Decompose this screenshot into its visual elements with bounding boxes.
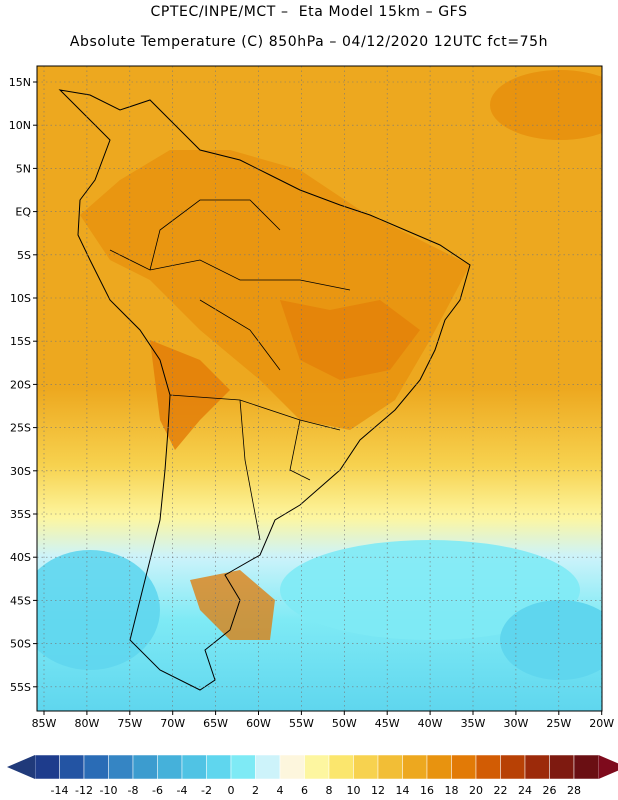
chart-title-line1: CPTEC/INPE/MCT – Eta Model 15km – GFS — [150, 4, 468, 20]
colorbar-label: -4 — [177, 784, 188, 797]
colorbar-label: -8 — [128, 784, 139, 797]
colorbar-label: -14 — [51, 784, 69, 797]
colorbar-label: 20 — [469, 784, 483, 797]
lon-label: 35W — [461, 717, 486, 730]
latitude-labels: 15N 10N 5N EQ 5S 10S 15S 20S 25S 30S 35S 40S 45S 50S 5… — [9, 76, 37, 694]
colorbar-label: 2 — [252, 784, 259, 797]
temperature-map: 15N 10N 5N EQ 5S 10S 15S 20S 25S 30S 35S 40S 45S 50S 5… — [9, 65, 614, 730]
colorbar-label: 12 — [371, 784, 385, 797]
colorbar-label: 4 — [277, 784, 284, 797]
patagonia-warm-area — [190, 570, 275, 640]
colorbar-label: -2 — [201, 784, 212, 797]
temperature-field — [37, 66, 602, 711]
lat-label: 25S — [10, 422, 31, 435]
lon-label: 45W — [375, 717, 400, 730]
map-frame — [36, 65, 603, 712]
colorbar-box — [402, 754, 428, 780]
lat-label: 10S — [10, 292, 31, 305]
colorbar-box — [377, 754, 403, 780]
colorbar-box — [426, 754, 452, 780]
lon-label: 50W — [332, 717, 357, 730]
lon-label: 65W — [203, 717, 228, 730]
lon-label: 55W — [289, 717, 314, 730]
lat-label: 35S — [10, 508, 31, 521]
colorbar-label: 0 — [228, 784, 235, 797]
lat-label: 45S — [10, 594, 31, 607]
colorbar-box — [132, 754, 158, 780]
colorbar-high-arrow — [598, 755, 618, 779]
lat-label: 15S — [10, 335, 31, 348]
colorbar-box — [230, 754, 256, 780]
lon-label: 60W — [246, 717, 271, 730]
colorbar-box — [451, 754, 477, 780]
colorbar-box — [255, 754, 281, 780]
lat-label: 40S — [10, 551, 31, 564]
colorbar-label: -6 — [152, 784, 163, 797]
colorbar-box — [181, 754, 207, 780]
colorbar-label: 28 — [567, 784, 581, 797]
lon-label: 20W — [589, 717, 614, 730]
chart-title-line2: Absolute Temperature (C) 850hPa – 04/12/… — [69, 34, 549, 50]
colorbar-box — [500, 754, 526, 780]
colorbar-label: -12 — [75, 784, 93, 797]
colorbar-box — [108, 754, 134, 780]
colorbar-label: 22 — [494, 784, 508, 797]
lon-label: 75W — [117, 717, 142, 730]
colorbar-box — [34, 754, 60, 780]
colorbar-label: 8 — [326, 784, 333, 797]
continent-outline — [58, 89, 471, 691]
colorbar-box — [475, 754, 501, 780]
colorbar-label: 26 — [543, 784, 557, 797]
colorbar-box — [59, 754, 85, 780]
lon-label: 40W — [418, 717, 443, 730]
andes-warm-area — [150, 340, 230, 450]
lat-label: 20S — [10, 378, 31, 391]
colorbar-box — [279, 754, 305, 780]
lat-label: 15N — [9, 76, 31, 89]
colorbar-boxes — [34, 754, 599, 780]
country-borders — [109, 199, 351, 541]
lon-label: 70W — [160, 717, 185, 730]
lat-label: 55S — [10, 681, 31, 694]
colorbar-box — [206, 754, 232, 780]
colorbar-labels: -14 -12 -10 -8 -6 -4 -2 0 2 4 6 8 10 12 14 16 18 20 22 24 26… — [51, 784, 581, 797]
colorbar-box — [304, 754, 330, 780]
lon-label: 30W — [503, 717, 528, 730]
cold-pacific-patch — [37, 550, 160, 670]
colorbar-box — [549, 754, 575, 780]
cool-ocean-patch — [280, 540, 580, 640]
lat-label: 5N — [16, 162, 31, 175]
colorbar-label: 16 — [420, 784, 434, 797]
lat-label: EQ — [15, 206, 31, 219]
colorbar-label: 24 — [518, 784, 532, 797]
longitude-labels: 85W 80W 75W 70W 65W 60W 55W 50W 45W 40W 35W 30W 25W 2… — [32, 711, 614, 730]
lat-label: 50S — [10, 638, 31, 651]
colorbar-box — [353, 754, 379, 780]
colorbar-label: 10 — [347, 784, 361, 797]
colorbar-box — [83, 754, 109, 780]
lat-label: 5S — [17, 249, 31, 262]
lon-label: 25W — [546, 717, 571, 730]
cold-ocean-patch — [500, 600, 602, 680]
colorbar: -14 -12 -10 -8 -6 -4 -2 0 2 4 6 8 10 12 14 16 18 20 22 24 26… — [7, 754, 618, 797]
brazil-warm-area — [280, 300, 420, 380]
colorbar-label: 14 — [396, 784, 410, 797]
colorbar-box — [157, 754, 183, 780]
colorbar-box — [573, 754, 599, 780]
lon-label: 80W — [74, 717, 99, 730]
colorbar-label: 6 — [301, 784, 308, 797]
colorbar-box — [524, 754, 550, 780]
warm-ocean-patch — [490, 70, 602, 140]
lon-label: 85W — [32, 717, 57, 730]
colorbar-label: 18 — [445, 784, 459, 797]
colorbar-label: -10 — [100, 784, 118, 797]
colorbar-box — [328, 754, 354, 780]
lat-label: 10N — [9, 119, 31, 132]
lat-label: 30S — [10, 465, 31, 478]
colorbar-low-arrow — [7, 755, 35, 779]
